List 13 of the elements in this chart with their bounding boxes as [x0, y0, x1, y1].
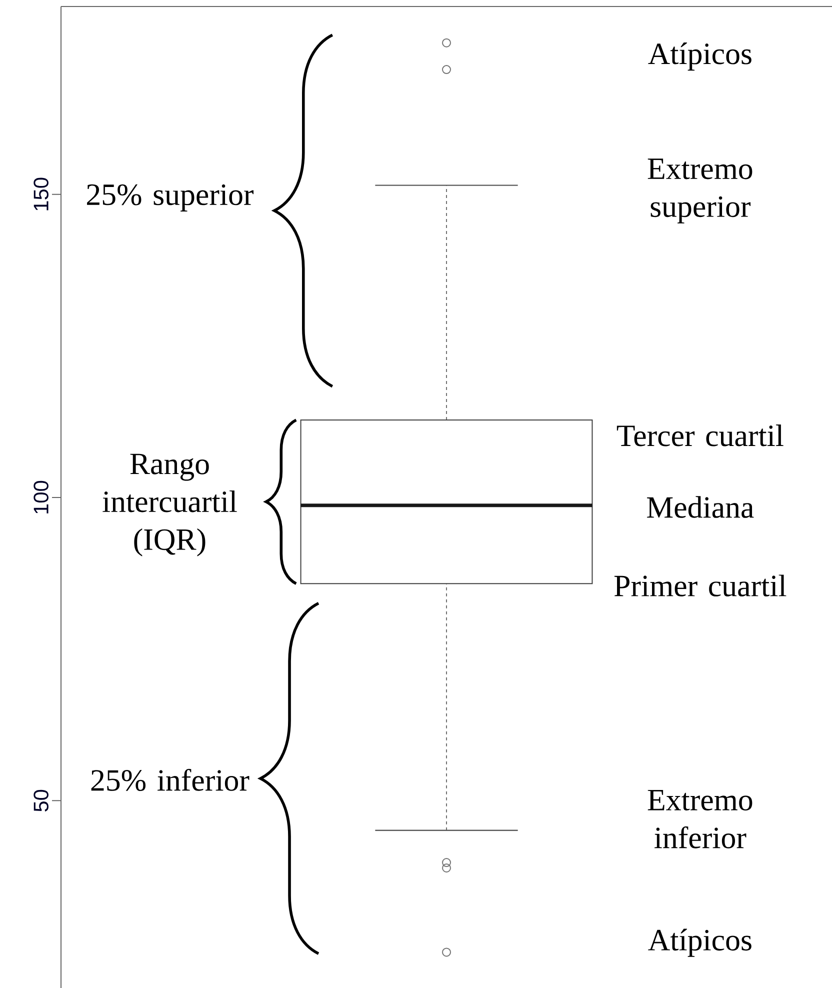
- annotation: Extremo superior: [648, 158, 752, 224]
- annotation: 25% inferior: [91, 768, 250, 791]
- y-tick-label: 50: [34, 790, 48, 812]
- y-tick-label: 100: [34, 480, 48, 514]
- annotation: Tercer cuartil: [616, 424, 784, 446]
- annotation: 25% superior: [87, 184, 254, 212]
- annotation: Rango intercuartil (IQR): [102, 454, 237, 556]
- annotation: Atípicos: [648, 42, 752, 71]
- annotation: Atípicos: [648, 928, 752, 957]
- annotation: Extremo inferior: [648, 790, 752, 848]
- annotation: Primer cuartil: [614, 574, 786, 596]
- y-tick-label: 150: [34, 178, 48, 210]
- annotation: Mediana: [647, 496, 754, 518]
